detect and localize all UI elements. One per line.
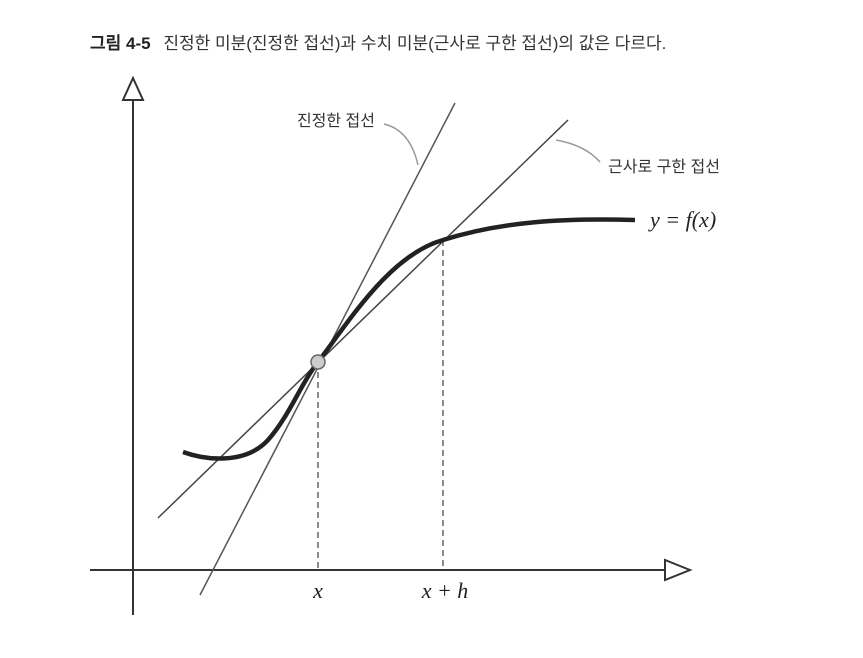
x-arrow	[664, 558, 693, 582]
figure-caption: 진정한 미분(진정한 접선)과 수치 미분(근사로 구한 접선)의 값은 다르다…	[163, 34, 666, 53]
function-curve	[182, 217, 636, 461]
leader-true	[383, 123, 419, 166]
leader-approx	[555, 139, 601, 163]
y-arrow	[121, 75, 145, 101]
title: 그림 4-5 진정한 미분(진정한 접선)과 수치 미분(근사로 구한 접선)의…	[90, 34, 666, 53]
tangent-point	[310, 354, 326, 370]
true-tangent-label: 진정한 접선	[297, 112, 375, 130]
figure-number: 그림 4-5	[90, 34, 151, 53]
approx-tangent-label: 근사로 구한 접선	[608, 158, 720, 176]
x-label: x	[312, 578, 323, 603]
function-label: y = f(x)	[648, 207, 716, 232]
xh-label: x + h	[421, 578, 469, 603]
secant-line	[157, 119, 569, 519]
